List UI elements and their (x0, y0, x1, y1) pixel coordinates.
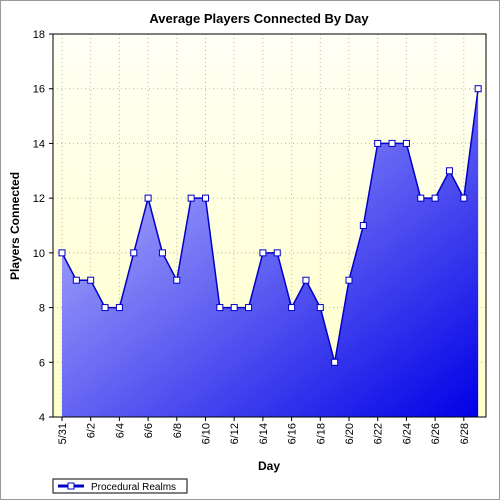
x-tick-label: 6/28 (459, 423, 471, 444)
data-point-marker (230, 304, 238, 312)
y-tick-label: 12 (33, 193, 45, 205)
data-point-marker (288, 304, 296, 312)
data-point-marker (474, 85, 482, 93)
data-point-marker (345, 276, 353, 284)
x-tick-label: 5/31 (57, 423, 69, 444)
data-point-marker (388, 139, 396, 147)
data-point-marker (58, 249, 66, 257)
y-tick-label: 8 (39, 303, 45, 315)
x-tick-label: 6/4 (114, 423, 126, 438)
x-tick-label: 6/2 (86, 423, 98, 438)
y-axis-title: Players Connected (8, 172, 22, 280)
data-point-marker (417, 194, 425, 202)
plot-border (52, 33, 487, 418)
legend-marker-icon (67, 482, 75, 490)
data-point-marker (115, 304, 123, 312)
x-tick-label: 6/20 (344, 423, 356, 444)
x-tick-label: 6/10 (201, 423, 213, 444)
legend-box (52, 478, 188, 494)
y-tick-label: 10 (33, 248, 45, 260)
data-point-marker (431, 194, 439, 202)
data-point-marker (187, 194, 195, 202)
legend: Procedural Realms (52, 478, 188, 494)
y-axis-ticks: 4 6 8 10 12 14 16 18 (33, 29, 53, 424)
data-point-marker (445, 167, 453, 175)
series-line (61, 88, 479, 363)
legend-swatch (58, 482, 84, 490)
y-tick-label: 4 (39, 412, 45, 424)
x-tick-label: 6/12 (229, 423, 241, 444)
x-tick-label: 6/22 (373, 423, 385, 444)
data-point-marker (202, 194, 209, 202)
x-axis-ticks: 5/31 6/2 6/4 6/6 6/8 6/10 6/12 6/14 6/16 6/18 6/20… (57, 417, 471, 444)
data-point-marker (144, 194, 152, 202)
chart-title: Average Players Connected By Day (149, 11, 369, 26)
x-tick-label: 6/16 (287, 423, 299, 444)
data-point-marker (331, 358, 339, 366)
data-point-marker (72, 276, 80, 284)
y-tick-label: 18 (33, 29, 45, 41)
data-point-marker (359, 222, 367, 229)
data-point-marker (87, 276, 95, 284)
data-point-marker (101, 304, 109, 312)
x-tick-label: 6/24 (401, 423, 413, 444)
y-tick-label: 6 (39, 357, 45, 369)
data-point-marker (316, 304, 324, 312)
x-tick-label: 6/6 (143, 423, 155, 438)
x-tick-label: 6/8 (172, 423, 184, 438)
x-tick-label: 6/14 (258, 423, 270, 444)
y-tick-label: 14 (33, 138, 45, 150)
data-point-marker (302, 276, 310, 284)
data-point-marker (173, 276, 181, 284)
data-point-marker (158, 249, 166, 257)
data-point-marker (460, 194, 468, 202)
x-axis-title: Day (258, 459, 280, 473)
data-point-marker (273, 249, 281, 257)
x-tick-label: 6/18 (315, 423, 327, 444)
data-point-marker (374, 139, 382, 147)
data-point-marker (259, 249, 267, 257)
series-markers (58, 85, 482, 366)
data-point-marker (216, 304, 224, 312)
y-tick-label: 16 (33, 84, 45, 96)
data-point-marker (130, 249, 138, 257)
data-point-marker (245, 304, 253, 312)
data-point-marker (402, 139, 410, 147)
x-tick-label: 6/26 (430, 423, 442, 444)
legend-label: Procedural Realms (91, 482, 176, 493)
